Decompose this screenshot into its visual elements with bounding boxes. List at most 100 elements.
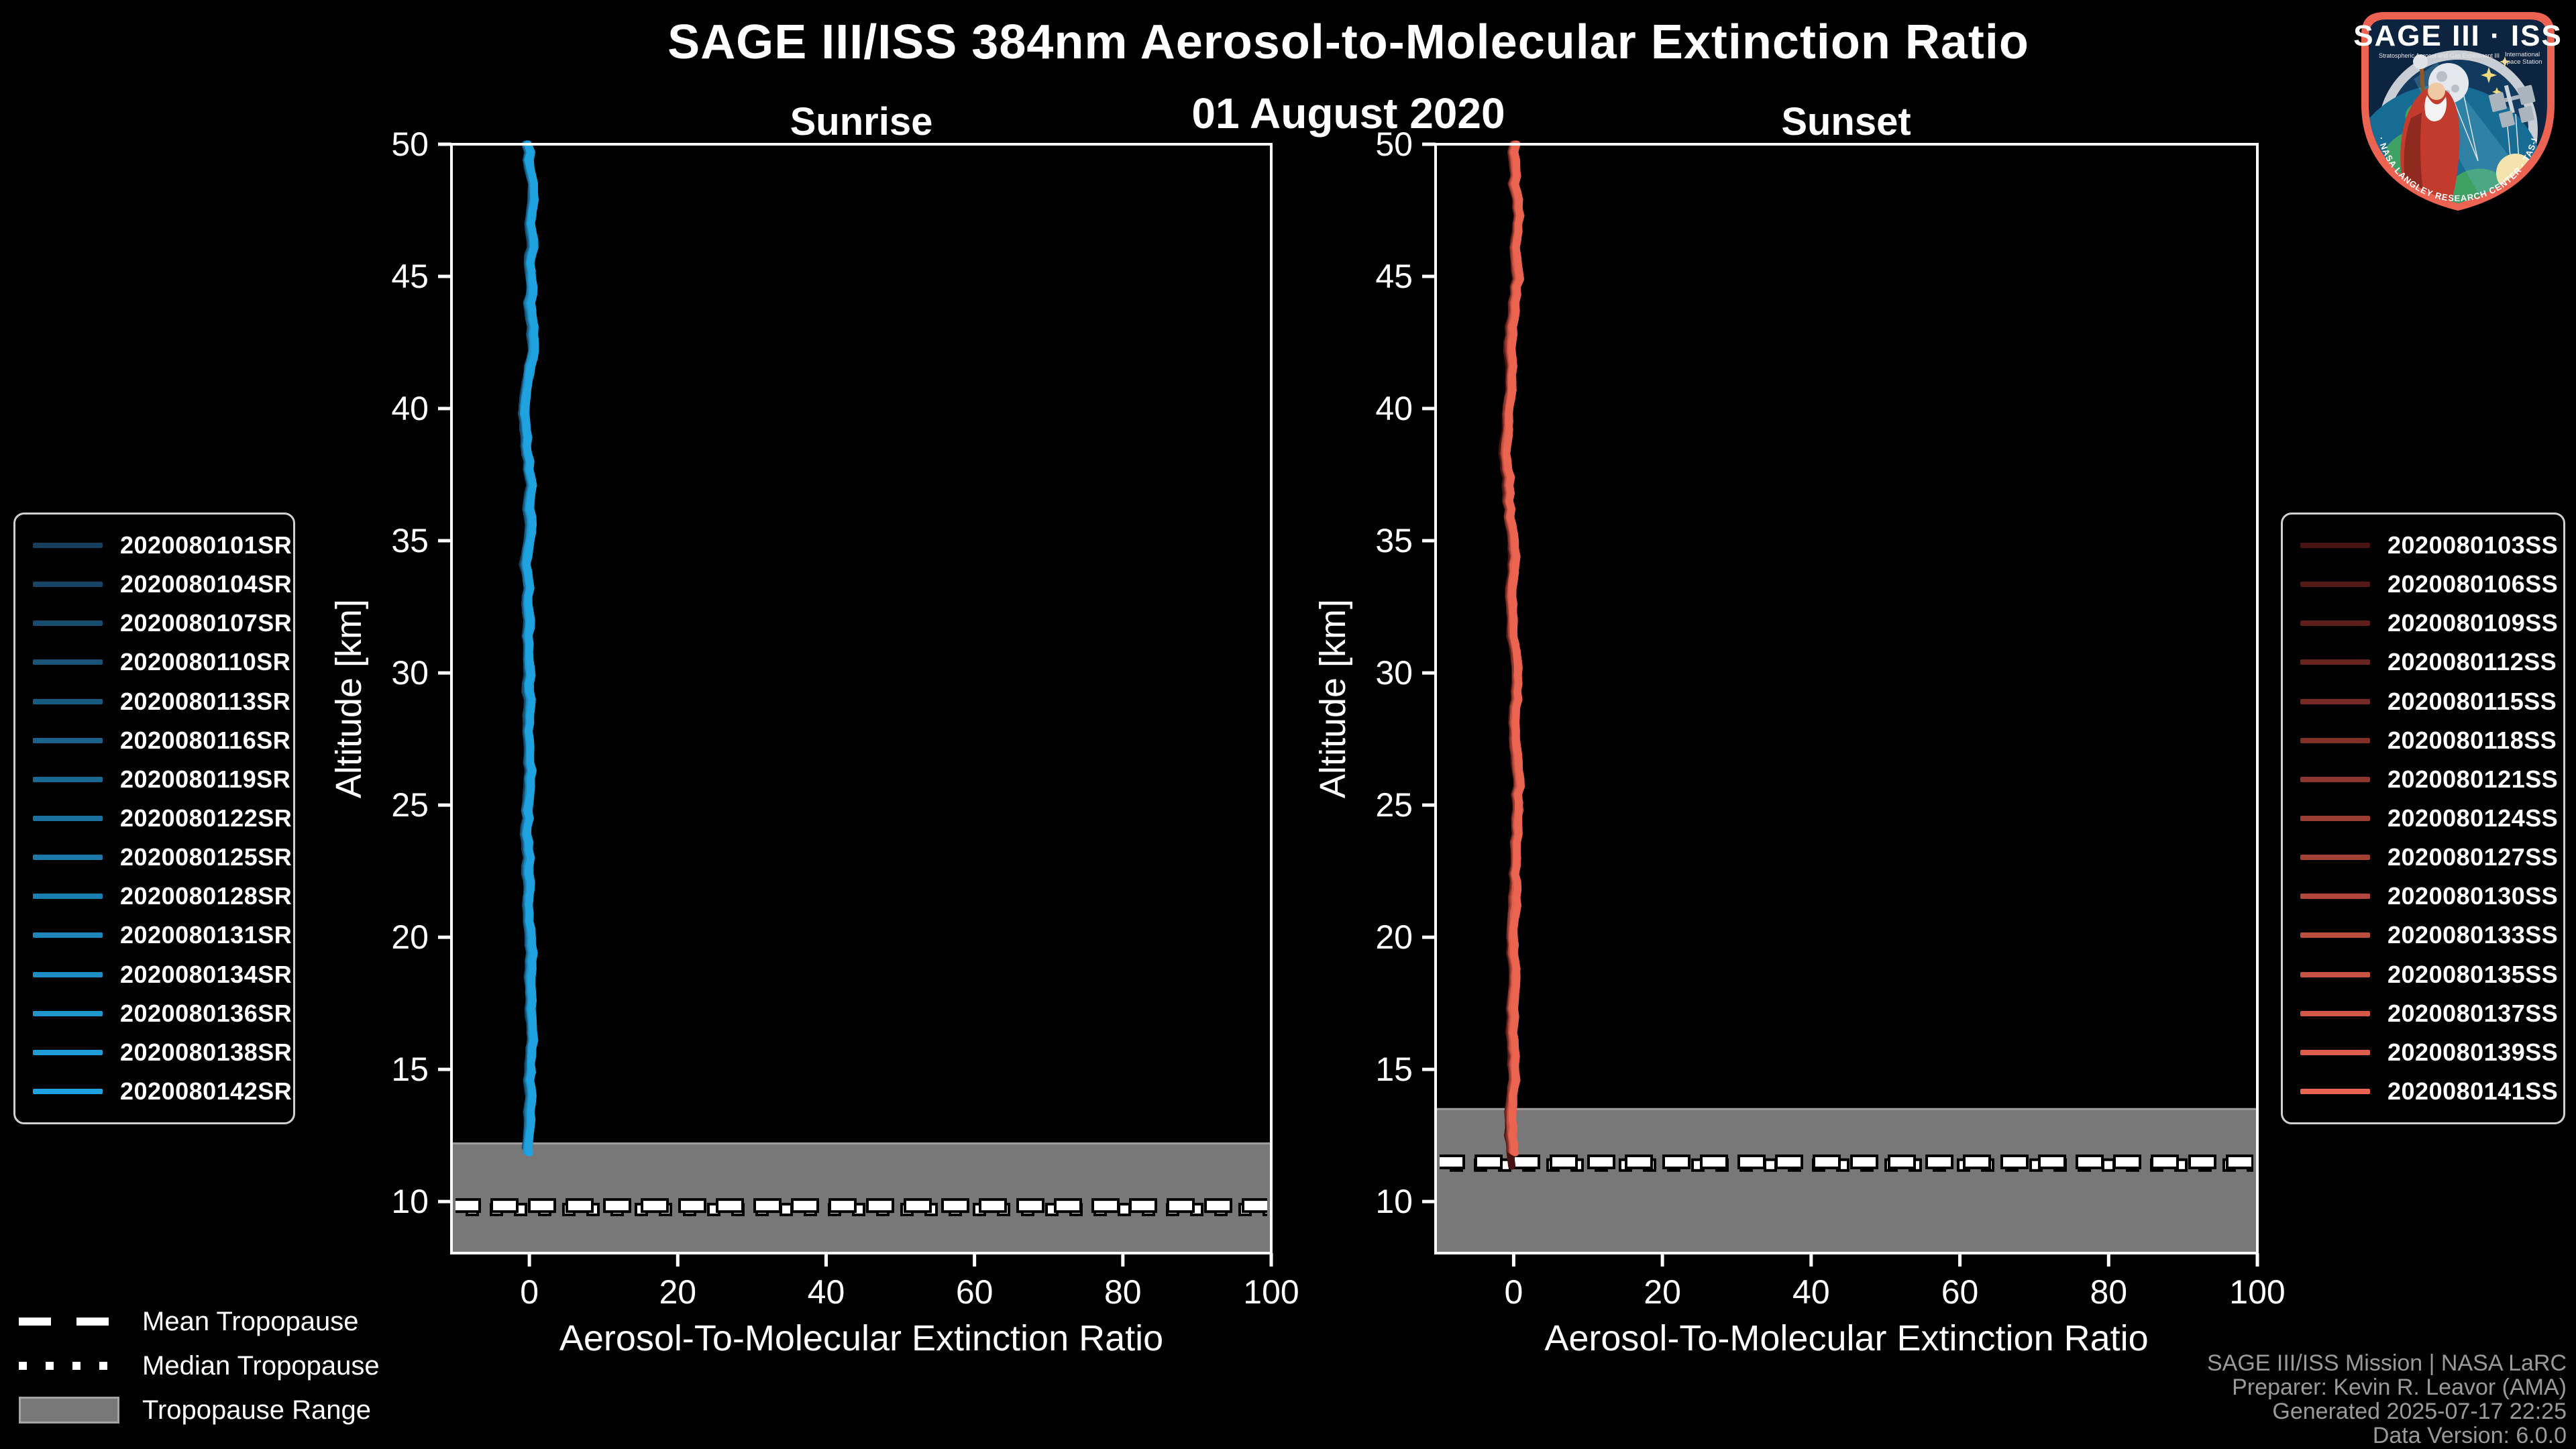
event-id-label: 2020080112SS [2387,648,2557,676]
dashed-line-swatch [19,1318,119,1326]
event-id-label: 2020080139SS [2387,1038,2559,1066]
band-swatch [19,1397,119,1424]
legend-item: 2020080101SR [33,531,293,559]
legend-label: Tropopause Range [142,1395,371,1425]
y-tick-label: 10 [1375,1183,1413,1220]
y-tick-label: 30 [1375,654,1413,692]
event-id-label: 2020080125SR [120,843,292,871]
sage-figure [2400,54,2460,203]
legend-item: 2020080122SR [33,804,293,832]
event-id-label: 2020080118SS [2387,726,2557,754]
legend-item: 2020080124SS [2300,804,2563,832]
sunset-event-legend: 2020080103SS 2020080106SS 2020080109SS 2020… [2281,513,2565,1124]
x-tick-label: 20 [659,1273,696,1311]
x-tick-label: 100 [2229,1273,2285,1311]
event-id-label: 2020080128SR [120,882,292,910]
legend-item: 2020080109SS [2300,609,2563,637]
y-axis: 10 15 20 25 30 35 40 45 50 [1375,125,1436,1220]
attribution-line: Data Version: 6.0.0 [2372,1423,2567,1448]
event-id-label: 2020080121SS [2387,765,2559,793]
event-id-label: 2020080124SS [2387,804,2559,832]
y-tick-label: 25 [1375,786,1413,824]
event-line-swatch [33,932,103,938]
legend-item: 2020080130SS [2300,882,2563,910]
event-line-swatch [2300,855,2370,861]
event-line-swatch [33,621,103,627]
x-tick-label: 40 [1792,1273,1830,1311]
event-id-label: 2020080142SR [120,1077,292,1105]
legend-item: 2020080133SS [2300,921,2563,949]
dotted-line-swatch [19,1362,119,1370]
sunrise-plot: 0 20 40 60 80 100 10 15 20 25 30 35 40 45 50 Aerosol-To… [329,125,1299,1358]
event-line-swatch [33,698,103,704]
logo-subtitle-right-1: International [2505,51,2540,58]
event-line-swatch [2300,1010,2370,1016]
event-line-swatch [33,543,103,548]
legend-item: 2020080116SR [33,727,293,754]
event-line-swatch [2300,815,2370,821]
event-id-label: 2020080122SR [120,804,292,832]
event-id-label: 2020080107SR [120,609,292,637]
event-id-label: 2020080133SS [2387,921,2559,949]
mission-logo: SAGE III · ISS Stratospheric Aerosol and… [2347,5,2561,211]
x-tick-label: 0 [520,1273,539,1311]
legend-item: 2020080119SR [33,765,293,793]
event-line-swatch [2300,698,2370,704]
sunrise-panel-title: Sunrise [790,100,933,144]
event-line-swatch [33,971,103,977]
event-line-swatch [33,1088,103,1094]
attribution-line: SAGE III/ISS Mission | NASA LaRC [2206,1350,2567,1376]
legend-item: 2020080127SS [2300,843,2563,871]
sunrise-event-legend: 2020080101SR 2020080104SR 2020080107SR 2020… [13,513,295,1124]
legend-label: Median Tropopause [142,1350,380,1381]
logo-subtitle-left: Stratospheric Aerosol and Gas Experiment… [2379,52,2500,59]
x-tick-label: 40 [808,1273,845,1311]
event-id-label: 2020080131SR [120,921,292,949]
y-tick-label: 10 [391,1183,429,1220]
legend-item: 2020080138SR [33,1038,293,1066]
sunrise-profile-lines [517,140,539,1157]
logo-subtitle-right-2: Space Station [2502,58,2542,66]
event-id-label: 2020080137SS [2387,999,2559,1027]
y-axis-label: Altitude [km] [1313,599,1353,798]
axes-spines [450,143,1273,1254]
profile-2020080141SS [1503,140,1525,1157]
event-line-swatch [2300,932,2370,938]
x-tick-label: 100 [1243,1273,1299,1311]
event-line-swatch [33,776,103,782]
y-tick-label: 50 [391,125,429,163]
x-tick-label: 0 [1504,1273,1523,1311]
y-tick-label: 45 [1375,258,1413,295]
legend-label: Mean Tropopause [142,1306,359,1336]
x-tick-label: 80 [2090,1273,2127,1311]
legend-item: 2020080131SR [33,921,293,949]
legend-item: 2020080113SR [33,688,293,715]
y-tick-label: 50 [1375,125,1413,163]
legend-item: 2020080104SR [33,570,293,598]
event-line-swatch [33,1049,103,1055]
event-line-swatch [33,815,103,821]
x-tick-label: 80 [1104,1273,1142,1311]
legend-item: 2020080112SS [2300,648,2563,676]
event-line-swatch [33,659,103,665]
page-title: SAGE III/ISS 384nm Aerosol-to-Molecular … [667,15,2029,69]
event-line-swatch [33,855,103,861]
event-id-label: 2020080109SS [2387,609,2559,637]
y-tick-label: 45 [391,258,429,295]
event-id-label: 2020080130SS [2387,882,2559,910]
event-id-label: 2020080103SS [2387,531,2559,559]
star-icons [2481,56,2510,97]
legend-item: 2020080110SR [33,648,293,676]
event-id-label: 2020080101SR [120,531,292,559]
event-id-label: 2020080104SR [120,570,292,598]
profile-2020080142SR [521,140,539,1157]
x-axis: 0 20 40 60 80 100 [520,1253,1299,1311]
event-line-swatch [2300,659,2370,665]
event-id-label: 2020080116SR [120,726,291,754]
y-tick-label: 40 [391,390,429,427]
legend-item: 2020080139SS [2300,1038,2563,1066]
event-id-label: 2020080113SR [120,687,291,715]
legend-item: 2020080142SR [33,1077,293,1105]
legend-item-tropopause-range: Tropopause Range [19,1395,380,1425]
